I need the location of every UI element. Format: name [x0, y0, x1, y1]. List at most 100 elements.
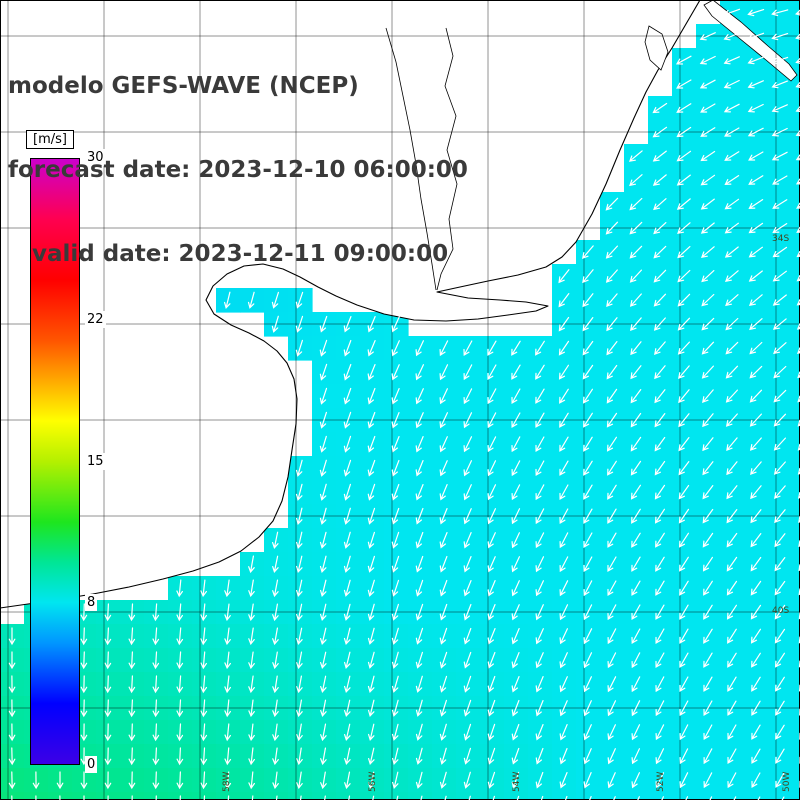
- wind-arrow: [774, 580, 786, 596]
- wind-arrow: [724, 222, 739, 234]
- wind-arrow: [774, 557, 786, 572]
- wind-arrow: [80, 627, 88, 646]
- wind-arrow: [700, 127, 716, 137]
- wind-arrow: [583, 460, 593, 476]
- wind-arrow: [391, 459, 400, 477]
- wind-arrow: [319, 435, 327, 453]
- wind-arrow: [415, 699, 423, 717]
- wind-arrow: [439, 627, 448, 645]
- wind-arrow: [396, 795, 399, 800]
- wind-arrow: [227, 795, 230, 800]
- wind-arrow: [724, 246, 739, 258]
- wind-arrow: [749, 437, 762, 451]
- wind-arrow: [676, 198, 691, 210]
- wind-arrow: [583, 652, 593, 669]
- wind-arrow: [723, 32, 740, 41]
- wind-arrow: [775, 676, 785, 692]
- colorbar-tick-label: 0: [85, 756, 98, 773]
- wind-arrow: [748, 151, 764, 161]
- wind-arrow: [415, 460, 424, 477]
- wind-arrow: [582, 340, 594, 356]
- wind-arrow: [772, 199, 788, 209]
- wind-arrow: [652, 150, 667, 162]
- wind-arrow: [724, 151, 740, 161]
- wind-arrow: [11, 795, 13, 800]
- wind-arrow: [653, 245, 667, 259]
- wind-arrow: [582, 293, 594, 308]
- wind-arrow: [295, 291, 304, 309]
- wind-arrow: [676, 174, 691, 186]
- field-cell: [504, 792, 529, 800]
- wind-arrow: [391, 436, 400, 453]
- wind-arrow: [772, 223, 788, 234]
- wind-arrow: [605, 197, 619, 211]
- wind-arrow: [751, 700, 761, 716]
- wind-arrow: [699, 55, 716, 65]
- wind-arrow: [653, 222, 667, 235]
- field-cell: [456, 792, 481, 800]
- wind-arrow: [511, 436, 521, 453]
- wind-arrow: [80, 651, 88, 670]
- wind-arrow: [773, 365, 787, 379]
- wind-arrow: [797, 443, 800, 451]
- wind-arrow: [487, 747, 496, 765]
- wind-arrow: [583, 772, 592, 789]
- wind-arrow: [606, 341, 618, 356]
- wind-arrow: [487, 723, 496, 741]
- colorbar-tick-label: 30: [85, 149, 106, 166]
- wind-arrow: [104, 651, 112, 670]
- wind-arrow: [797, 371, 800, 379]
- colorbar-gradient: [30, 158, 80, 765]
- wind-arrow: [748, 199, 764, 210]
- wind-arrow: [224, 747, 232, 766]
- colorbar-units-label: [m/s]: [26, 130, 74, 149]
- wind-arrow: [749, 413, 762, 427]
- wind-arrow: [583, 484, 593, 500]
- field-cell: [792, 264, 800, 289]
- wind-arrow: [748, 270, 763, 282]
- wind-arrow: [368, 747, 375, 765]
- wind-arrow: [463, 508, 472, 525]
- wind-arrow: [749, 318, 763, 331]
- wind-arrow: [271, 315, 279, 333]
- wind-arrow: [128, 675, 136, 694]
- wind-arrow: [248, 651, 255, 670]
- wind-arrow: [727, 748, 737, 765]
- wind-arrow: [772, 270, 787, 282]
- wind-arrow: [128, 771, 136, 790]
- wind-arrow: [630, 317, 642, 332]
- wind-arrow: [367, 555, 375, 573]
- wind-arrow: [796, 202, 800, 209]
- wind-arrow: [415, 507, 424, 525]
- wind-arrow: [8, 699, 16, 718]
- wind-arrow: [296, 579, 303, 597]
- wind-arrow: [607, 724, 616, 741]
- wind-arrow: [200, 675, 208, 694]
- wind-arrow: [535, 364, 545, 380]
- wind-arrow: [750, 461, 762, 476]
- field-cell: [792, 576, 800, 601]
- wind-arrow: [319, 459, 327, 477]
- wind-arrow: [439, 699, 447, 717]
- wind-arrow: [535, 604, 544, 621]
- wind-arrow: [415, 555, 424, 573]
- wind-arrow: [631, 652, 641, 669]
- wind-arrow: [296, 651, 303, 670]
- wind-arrow: [439, 555, 448, 573]
- wind-arrow: [296, 531, 303, 549]
- wind-arrow: [104, 603, 112, 622]
- wind-arrow: [415, 436, 424, 453]
- wind-arrow: [654, 436, 666, 452]
- wind-arrow: [630, 460, 642, 476]
- wind-arrow: [727, 628, 737, 644]
- wind-arrow: [535, 532, 545, 549]
- wind-arrow: [487, 340, 497, 356]
- field-cell: [792, 648, 800, 673]
- wind-arrow: [248, 771, 255, 790]
- wind-arrow: [487, 651, 496, 669]
- wind-arrow: [368, 771, 375, 789]
- field-cell: [768, 792, 793, 800]
- wind-arrow: [583, 508, 593, 524]
- wind-arrow: [771, 33, 789, 41]
- wind-arrow: [344, 699, 351, 717]
